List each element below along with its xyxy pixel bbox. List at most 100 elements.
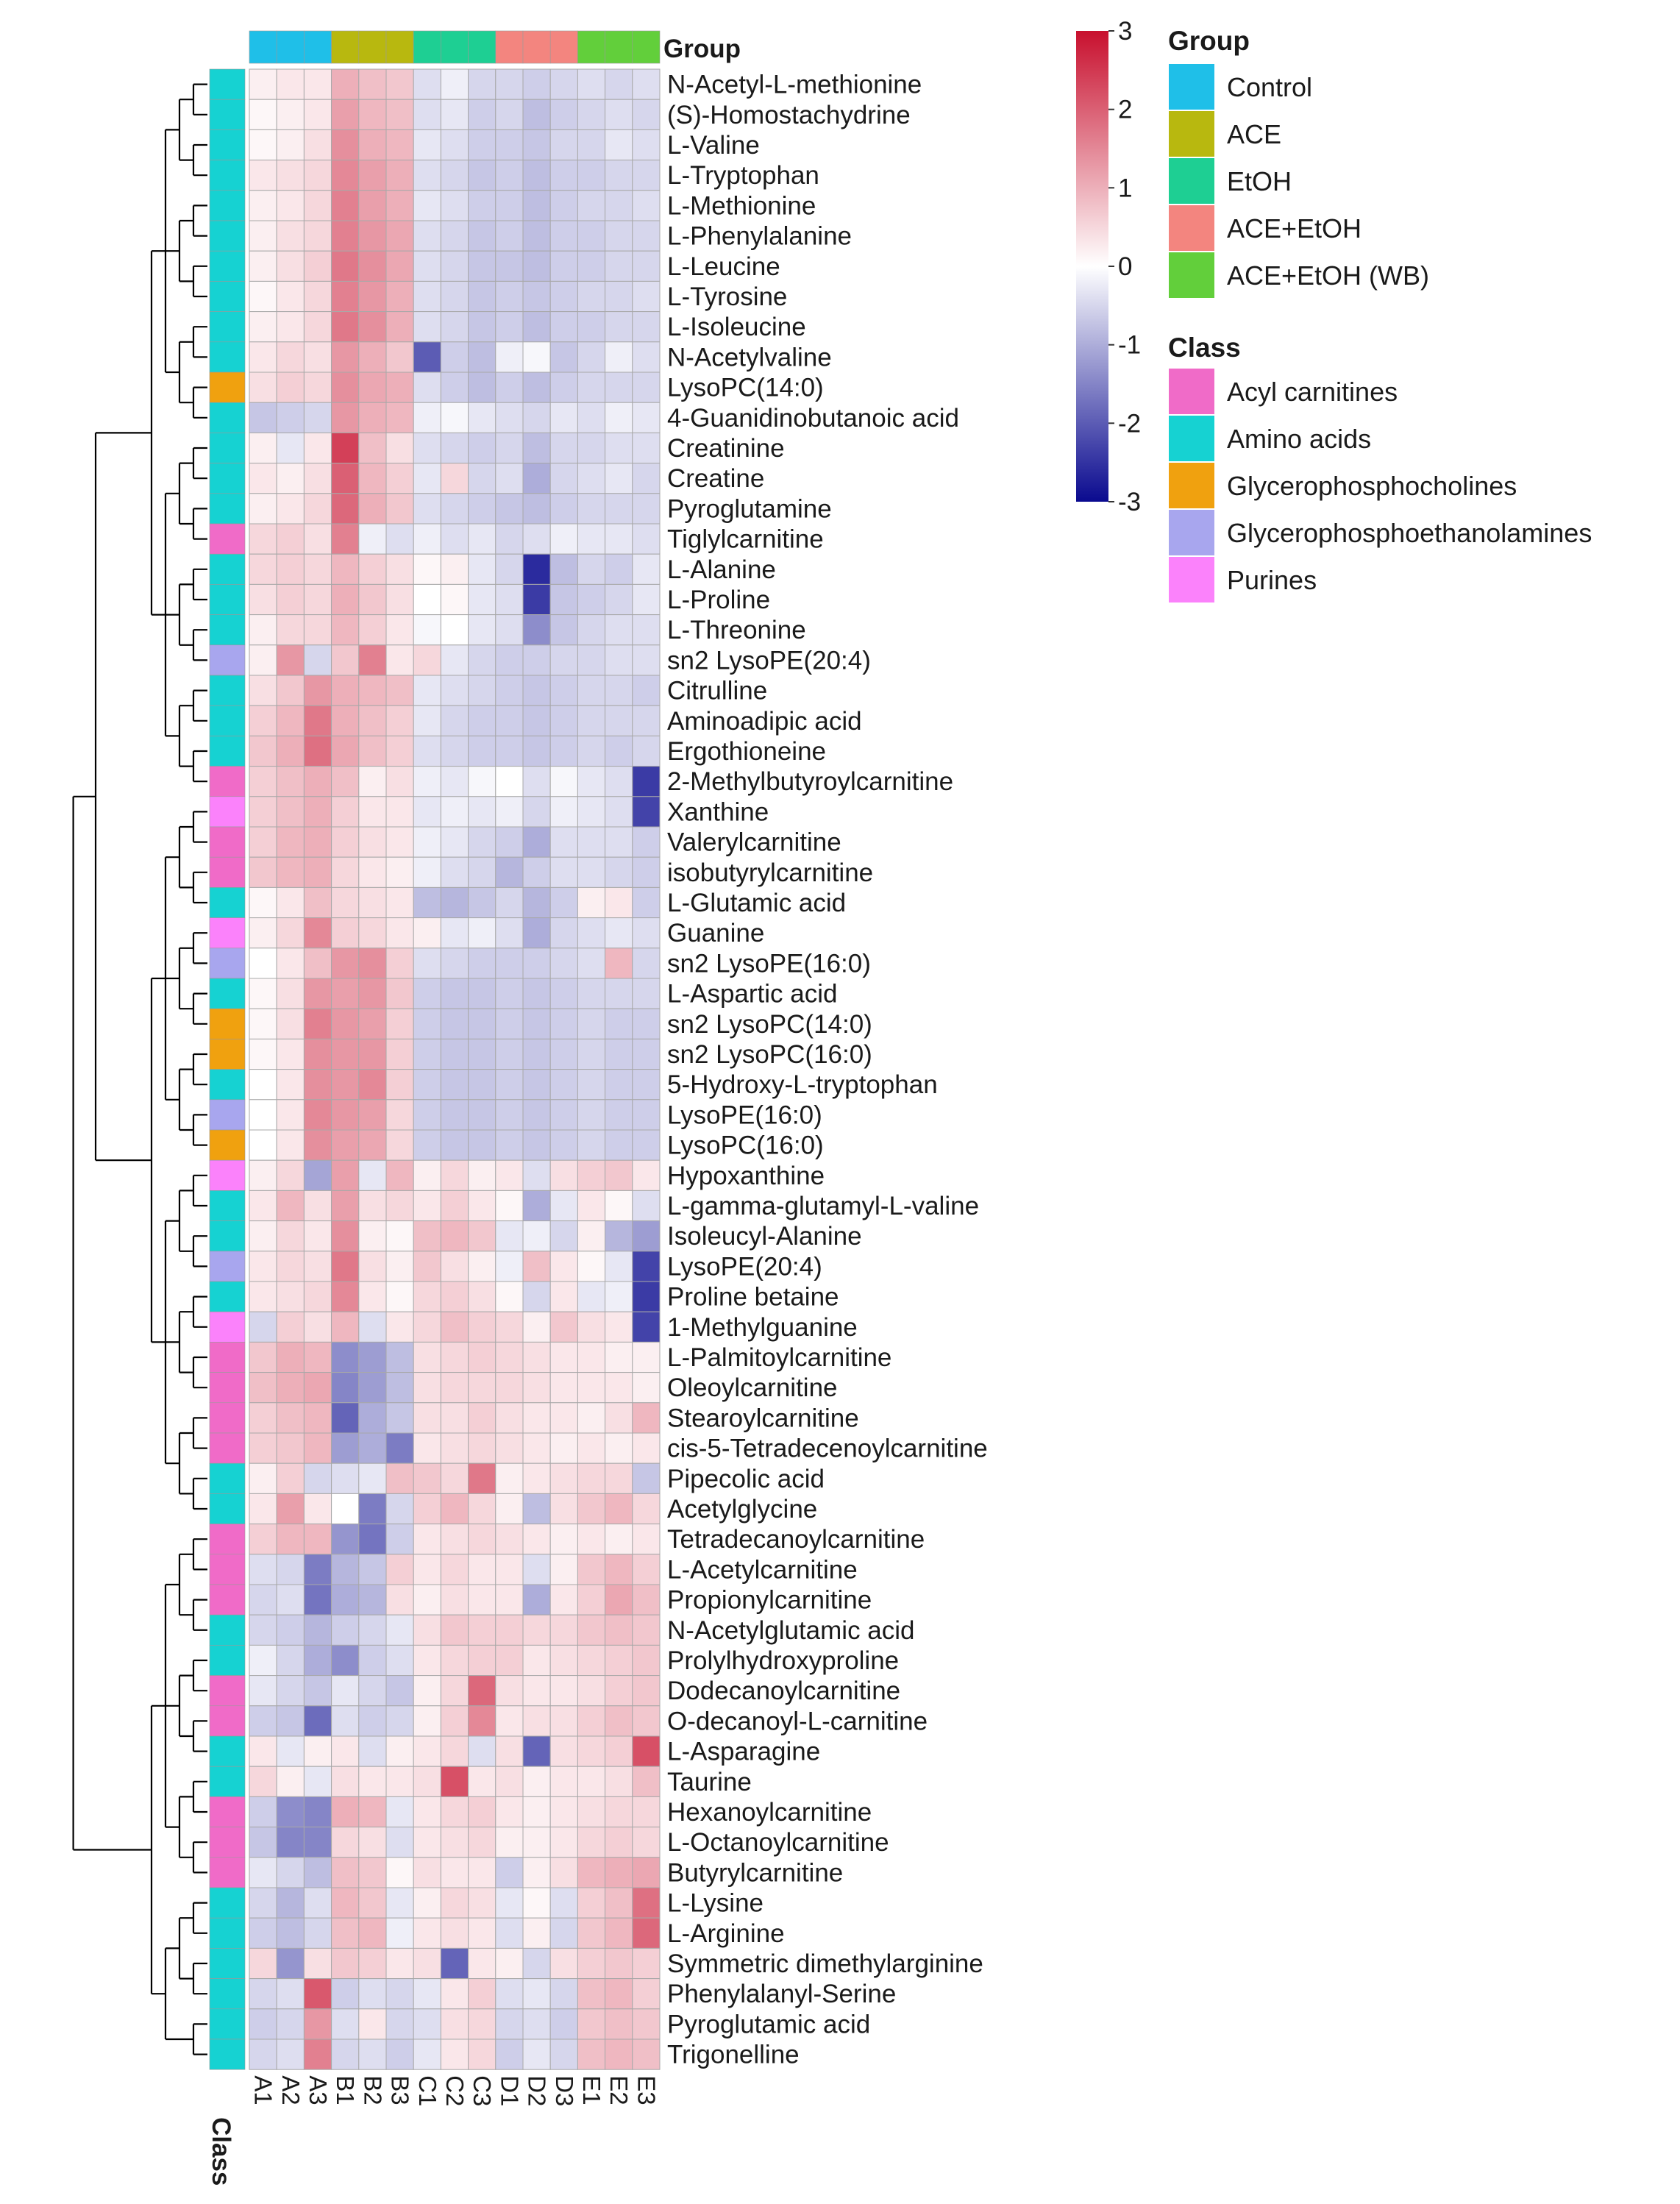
heatmap-cell <box>440 1099 469 1131</box>
heatmap-cell <box>303 250 332 282</box>
heatmap-cell <box>413 1432 441 1464</box>
heatmap-cell <box>632 1008 661 1039</box>
heatmap-cell <box>522 372 551 403</box>
heatmap-cell <box>522 341 551 373</box>
heatmap-cell <box>385 1493 414 1525</box>
heatmap-cell <box>605 99 633 130</box>
heatmap-cell <box>331 160 360 191</box>
heatmap-cell <box>331 1978 360 2010</box>
class-bar-cell <box>209 1675 246 1707</box>
color-scale-tick-label: 3 <box>1118 17 1132 46</box>
heatmap-cell <box>358 129 387 161</box>
heatmap-cell <box>413 796 441 828</box>
heatmap-cell <box>331 1584 360 1615</box>
row-label: Acetylglycine <box>667 1495 817 1524</box>
heatmap-cell <box>331 1099 360 1131</box>
heatmap-cell <box>549 1372 578 1404</box>
heatmap-cell <box>549 766 578 797</box>
heatmap-cell <box>385 493 414 525</box>
heatmap-cell <box>276 1402 305 1434</box>
group-legend-swatch <box>1167 110 1216 158</box>
heatmap-cell <box>358 1766 387 1797</box>
heatmap-cell <box>632 1614 661 1646</box>
heatmap-cell <box>385 1432 414 1464</box>
color-scale-legend: 3 2 1 0 -1 -2 -3 <box>1076 17 1141 516</box>
heatmap-cell <box>522 68 551 100</box>
heatmap-cell <box>413 1947 441 1980</box>
heatmap-cell <box>522 160 551 191</box>
heatmap-cell <box>522 1887 551 1919</box>
class-bar-cell <box>209 1917 246 1949</box>
heatmap-cell <box>468 493 496 525</box>
class-bar-cell <box>209 1129 246 1161</box>
heatmap-cell <box>549 796 578 828</box>
heatmap-cell <box>468 372 496 403</box>
heatmap-cell <box>303 1462 332 1494</box>
heatmap-cell <box>358 675 387 706</box>
heatmap-cell <box>549 1432 578 1464</box>
heatmap-cell <box>440 1311 469 1343</box>
heatmap-cell <box>358 948 387 979</box>
heatmap-cell <box>331 1220 360 1252</box>
heatmap-cell <box>276 1311 305 1343</box>
heatmap-cell <box>605 220 633 252</box>
heatmap-cell <box>413 1917 441 1949</box>
heatmap-cell <box>468 250 496 282</box>
heatmap-cell <box>276 1857 305 1888</box>
heatmap-cell <box>577 372 606 403</box>
heatmap-cell <box>468 1159 496 1191</box>
heatmap-cell <box>303 1766 332 1797</box>
heatmap-cell <box>303 644 332 676</box>
heatmap-cell <box>385 1675 414 1707</box>
heatmap-cell <box>413 1554 441 1585</box>
heatmap-cell <box>577 886 606 919</box>
class-bar-cell <box>209 856 246 888</box>
heatmap-cell <box>358 1341 387 1373</box>
heatmap-cell <box>358 2038 387 2070</box>
heatmap-cell <box>385 1159 414 1191</box>
row-label: 2-Methylbutyroylcarnitine <box>667 767 953 796</box>
class-bar-cell <box>209 948 246 979</box>
heatmap-cell <box>522 220 551 252</box>
heatmap-cell <box>495 886 524 919</box>
heatmap-cell <box>440 250 469 282</box>
heatmap-cell <box>303 523 332 555</box>
row-label: L-gamma-glutamyl-L-valine <box>667 1192 979 1220</box>
heatmap-cell <box>440 1008 469 1039</box>
heatmap-cell <box>468 341 496 373</box>
heatmap-cell <box>468 463 496 494</box>
heatmap-cell <box>303 978 332 1009</box>
heatmap-cell <box>249 523 277 555</box>
heatmap-cell <box>303 220 332 252</box>
heatmap-cell <box>549 978 578 1009</box>
heatmap-cell <box>632 675 661 706</box>
heatmap-cell <box>440 1887 469 1919</box>
heatmap-cell <box>358 1554 387 1585</box>
heatmap-cell <box>249 644 277 676</box>
heatmap-cell <box>577 463 606 494</box>
class-bar-cell <box>209 584 246 615</box>
row-label: Trigonelline <box>667 2041 800 2069</box>
heatmap-cell <box>358 432 387 464</box>
heatmap-cell <box>303 190 332 221</box>
heatmap-cell <box>495 796 524 828</box>
heatmap-cell <box>385 341 414 373</box>
heatmap-cell <box>385 99 414 130</box>
heatmap-cell <box>249 1827 277 1858</box>
heatmap-cell <box>468 735 496 767</box>
heatmap-cell <box>413 1978 441 2010</box>
heatmap-cell <box>358 1311 387 1343</box>
column-label: E1 <box>578 2075 605 2105</box>
class-legend-title: Class <box>1168 333 1241 363</box>
heatmap-cell <box>358 1190 387 1222</box>
heatmap-cell <box>249 280 277 313</box>
heatmap-cell <box>577 1796 606 1828</box>
heatmap-cell <box>385 675 414 706</box>
heatmap-cell <box>468 99 496 130</box>
heatmap-cell <box>549 1341 578 1373</box>
heatmap-cell <box>495 1644 524 1677</box>
heatmap-cell <box>385 766 414 797</box>
heatmap-cell <box>605 432 633 464</box>
heatmap-cell <box>440 644 469 676</box>
heatmap-cell <box>495 1705 524 1737</box>
